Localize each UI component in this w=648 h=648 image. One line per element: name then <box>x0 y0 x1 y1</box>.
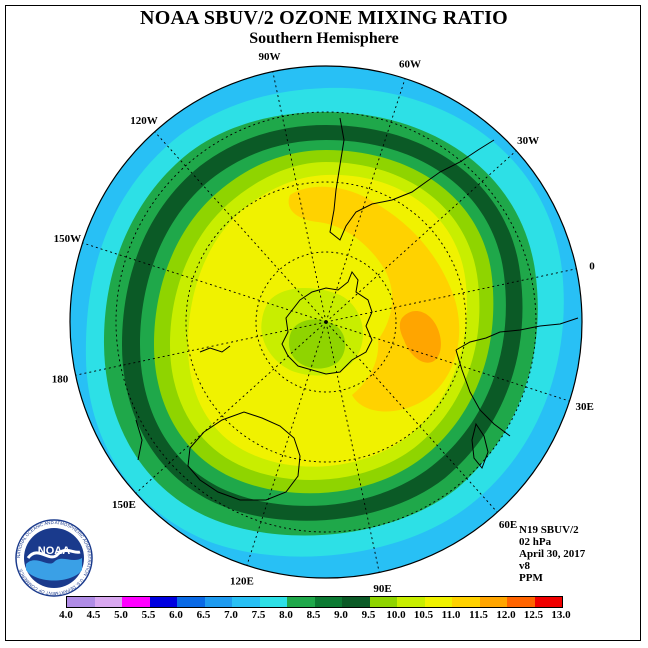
colorbar-tick-label: 12.0 <box>496 609 516 621</box>
logo-text: NOAA <box>38 545 70 557</box>
africa-coast <box>455 317 579 351</box>
noaa-logo: NOAA NATIONAL OCEANIC AND ATMOSPHERIC AD… <box>15 519 93 597</box>
info-pressure: 02 hPa <box>519 536 552 548</box>
longitude-label: 120E <box>230 576 254 588</box>
colorbar-swatch <box>424 597 452 607</box>
colorbar-swatch <box>232 597 260 607</box>
colorbar <box>66 596 563 608</box>
colorbar-tick-label: 6.5 <box>196 609 211 621</box>
colorbar-swatch <box>259 597 287 607</box>
longitude-label: 90W <box>258 51 280 63</box>
colorbar-swatch <box>534 597 562 607</box>
page-title: NOAA SBUV/2 OZONE MIXING RATIO <box>140 7 508 29</box>
colorbar-tick-label: 9.5 <box>361 609 376 621</box>
map-border <box>69 65 583 579</box>
info-block: N19 SBUV/2 02 hPa April 30, 2017 v8 PPM <box>519 524 585 584</box>
longitude-label: 30W <box>517 135 539 147</box>
new-zealand-coast <box>135 345 231 461</box>
longitude-label: 30E <box>576 401 594 413</box>
colorbar-swatch <box>479 597 507 607</box>
colorbar-swatch <box>342 597 370 607</box>
page-subtitle: Southern Hemisphere <box>249 30 399 47</box>
longitude-label: 180 <box>52 374 69 386</box>
colorbar-swatch <box>67 597 95 607</box>
info-satellite: N19 SBUV/2 <box>519 524 579 536</box>
colorbar-swatch <box>94 597 122 607</box>
longitude-label: 90E <box>373 583 391 595</box>
longitude-label: 60E <box>499 519 517 531</box>
colorbar-swatch <box>204 597 232 607</box>
field-pole-region <box>288 319 346 369</box>
colorbar-swatch <box>507 597 535 607</box>
colorbar-tick-label: 11.0 <box>441 609 461 621</box>
graticule <box>115 111 537 533</box>
longitude-label: 60W <box>399 58 421 70</box>
plot-frame <box>5 5 641 641</box>
colorbar-tick-label: 10.0 <box>386 609 406 621</box>
australia-coast <box>187 411 301 501</box>
colorbar-swatch <box>397 597 425 607</box>
colorbar-swatch <box>122 597 150 607</box>
antarctica-coast <box>281 270 373 375</box>
longitude-label: 150E <box>112 499 136 511</box>
colorbar-tick-label: 9.0 <box>334 609 348 621</box>
colorbar-tick-label: 5.5 <box>141 609 156 621</box>
colorbar-swatch <box>149 597 177 607</box>
africa-east-coast <box>455 349 511 437</box>
south-america-coast <box>329 117 495 241</box>
colorbar-swatch <box>369 597 397 607</box>
colorbar-tick-label: 12.5 <box>523 609 544 621</box>
colorbar-swatch <box>287 597 315 607</box>
colorbar-tick-label: 13.0 <box>551 609 571 621</box>
colorbar-tick-label: 7.5 <box>251 609 266 621</box>
colorbar-tick-label: 10.5 <box>413 609 434 621</box>
colorbar-tick-label: 5.0 <box>114 609 128 621</box>
madagascar-coast <box>471 422 489 469</box>
info-version: v8 <box>519 560 530 572</box>
colorbar-tick-label: 11.5 <box>469 609 488 621</box>
info-date: April 30, 2017 <box>519 548 586 560</box>
field-peak-region <box>399 310 441 363</box>
longitude-label: 0 <box>589 260 595 272</box>
colorbar-ticks: 4.0 4.5 5.0 5.5 6.0 6.5 7.0 7.5 8.0 8.5 9.0 9.5 10.0… <box>56 609 596 623</box>
colorbar-tick-label: 8.5 <box>306 609 321 621</box>
colorbar-swatch <box>452 597 480 607</box>
colorbar-swatch <box>314 597 342 607</box>
colorbar-tick-label: 6.0 <box>169 609 183 621</box>
longitude-label: 120W <box>130 115 158 127</box>
colorbar-tick-label: 8.0 <box>279 609 293 621</box>
info-units: PPM <box>519 572 543 584</box>
colorbar-tick-label: 4.5 <box>86 609 101 621</box>
colorbar-swatch <box>177 597 205 607</box>
coastlines <box>135 117 579 501</box>
colorbar-tick-label: 7.0 <box>224 609 238 621</box>
colorbar-tick-label: 4.0 <box>59 609 73 621</box>
longitude-label: 150W <box>54 233 82 245</box>
